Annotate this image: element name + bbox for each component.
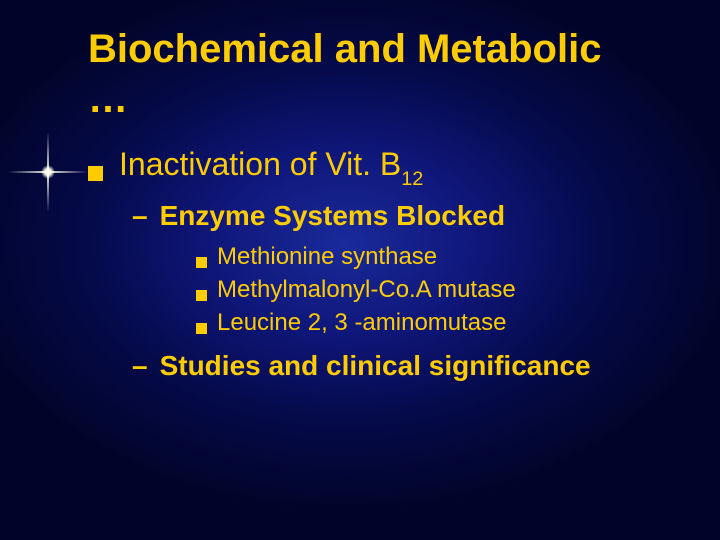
bullet-level3: Methylmalonyl-Co.A mutase (196, 274, 670, 305)
bullet-level2: – Enzyme Systems Blocked (132, 198, 670, 234)
lens-flare-decoration (8, 132, 88, 212)
bullet-level3-text: Methionine synthase (217, 241, 437, 272)
l1-text-prefix: Inactivation of Vit. B (119, 146, 401, 182)
bullet-level3: Methionine synthase (196, 241, 670, 272)
subscript: 12 (401, 168, 423, 190)
bullet-level2-text: Studies and clinical significance (160, 348, 591, 384)
bullet-level2-text: Enzyme Systems Blocked (160, 198, 506, 234)
square-bullet-icon (88, 166, 103, 181)
title-line-1: Biochemical and Metabolic (88, 24, 670, 74)
bullet-level3-text: Methylmalonyl-Co.A mutase (217, 274, 516, 305)
slide: Biochemical and Metabolic … Inactivation… (0, 0, 720, 540)
bullet-level1: Inactivation of Vit. B12 (88, 144, 670, 190)
bullet-level3-text: Leucine 2, 3 -aminomutase (217, 307, 507, 338)
square-bullet-icon (196, 257, 207, 268)
bullet-level1-text: Inactivation of Vit. B12 (119, 144, 423, 190)
dash-bullet-icon: – (132, 198, 148, 234)
square-bullet-icon (196, 290, 207, 301)
title-line-2: … (88, 74, 670, 124)
slide-title: Biochemical and Metabolic … (88, 24, 670, 124)
dash-bullet-icon: – (132, 348, 148, 384)
bullet-level2: – Studies and clinical significance (132, 348, 670, 384)
bullet-level3: Leucine 2, 3 -aminomutase (196, 307, 670, 338)
square-bullet-icon (196, 323, 207, 334)
